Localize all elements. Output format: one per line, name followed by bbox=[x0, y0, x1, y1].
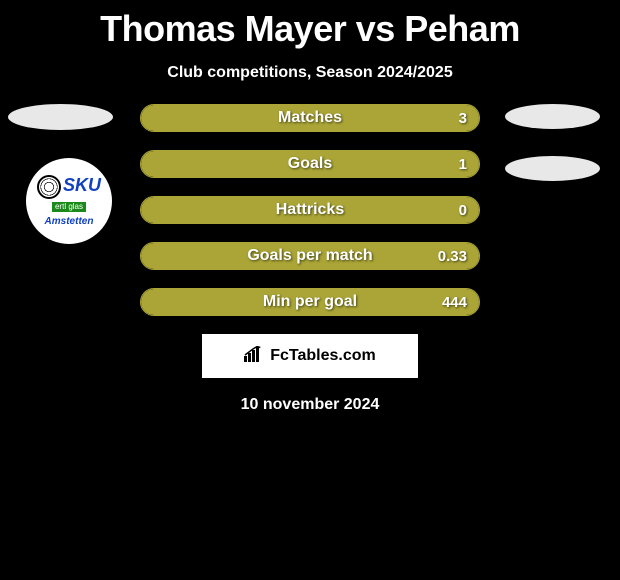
club-logo-badge: ertl glas bbox=[52, 202, 86, 212]
stat-row-matches: Matches 3 bbox=[140, 104, 480, 132]
right-placeholder-ellipse-2 bbox=[505, 156, 600, 181]
stat-value: 1 bbox=[459, 151, 467, 177]
stat-value: 0 bbox=[459, 197, 467, 223]
content-area: SKU ertl glas Amstetten Matches 3 Goals … bbox=[0, 104, 620, 414]
stat-rows: Matches 3 Goals 1 Hattricks 0 Goals per … bbox=[140, 104, 480, 316]
stat-row-goals: Goals 1 bbox=[140, 150, 480, 178]
club-logo: SKU ertl glas Amstetten bbox=[26, 158, 112, 244]
soccer-ball-icon bbox=[37, 175, 61, 199]
left-placeholder-ellipse bbox=[8, 104, 113, 130]
right-placeholder-ellipse-1 bbox=[505, 104, 600, 129]
stat-label: Matches bbox=[141, 105, 479, 131]
fctables-badge[interactable]: FcTables.com bbox=[202, 334, 418, 378]
subtitle: Club competitions, Season 2024/2025 bbox=[0, 64, 620, 82]
stat-value: 3 bbox=[459, 105, 467, 131]
stat-row-hattricks: Hattricks 0 bbox=[140, 196, 480, 224]
footer-date: 10 november 2024 bbox=[0, 396, 620, 414]
bar-chart-icon bbox=[244, 346, 264, 367]
page-title: Thomas Mayer vs Peham bbox=[0, 0, 620, 50]
stat-value: 444 bbox=[442, 289, 467, 315]
stat-label: Goals per match bbox=[141, 243, 479, 269]
stat-label: Goals bbox=[141, 151, 479, 177]
club-logo-top-text: SKU bbox=[63, 175, 101, 195]
club-logo-bottom-text: Amstetten bbox=[26, 217, 112, 227]
stat-row-min-per-goal: Min per goal 444 bbox=[140, 288, 480, 316]
stat-label: Min per goal bbox=[141, 289, 479, 315]
stat-label: Hattricks bbox=[141, 197, 479, 223]
stat-row-goals-per-match: Goals per match 0.33 bbox=[140, 242, 480, 270]
stat-value: 0.33 bbox=[438, 243, 467, 269]
badge-text: FcTables.com bbox=[270, 347, 376, 365]
